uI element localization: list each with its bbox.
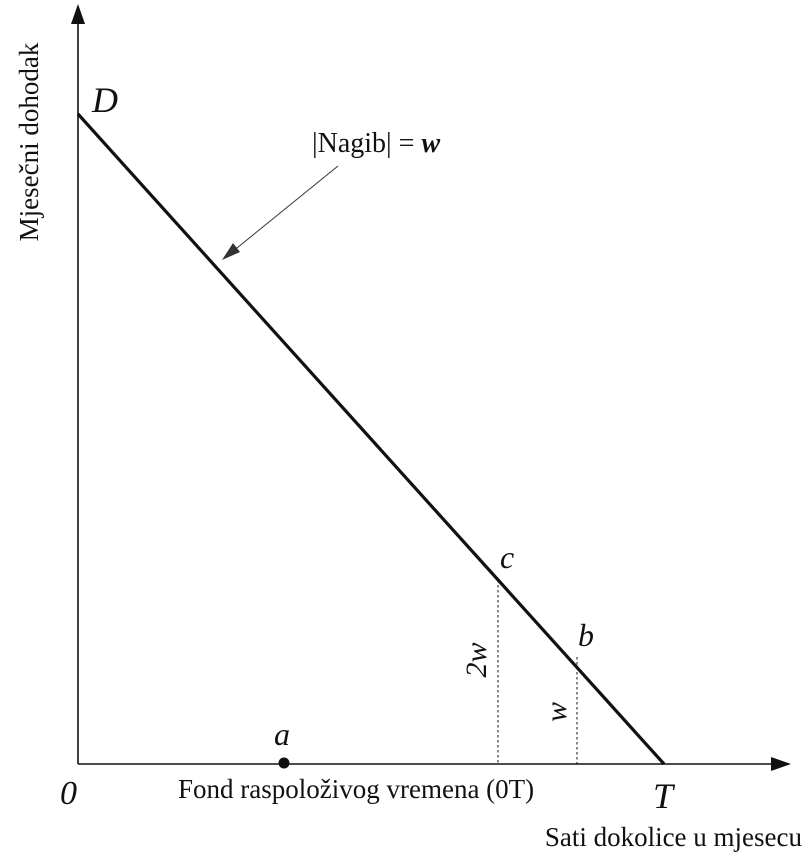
point-a-label: a [274, 716, 290, 752]
point-d-label: D [91, 80, 118, 120]
point-t-label: T [653, 776, 676, 816]
slope-pointer-line [231, 165, 339, 253]
point-c-label: c [500, 539, 514, 575]
slope-symbol: w [421, 128, 440, 159]
origin-label: 0 [60, 775, 77, 812]
x-axis-arrow [771, 757, 791, 771]
y-axis-label: Mjesečni dohodak [14, 42, 44, 241]
height-label-c: 2w [460, 642, 493, 677]
y-axis-arrow [71, 4, 85, 24]
x-axis-label: Sati dokolice u mjesecu [545, 822, 803, 852]
height-label-b: w [540, 702, 573, 722]
slope-annotation: |Nagib| = w [312, 128, 440, 159]
x-axis-span-label: Fond raspoloživog vremena (0T) [178, 774, 534, 804]
point-b-label: b [578, 617, 594, 653]
budget-line [76, 112, 666, 766]
point-a-marker [278, 757, 290, 769]
slope-pointer-arrowhead [222, 243, 240, 260]
slope-prefix: |Nagib| = [312, 128, 421, 159]
